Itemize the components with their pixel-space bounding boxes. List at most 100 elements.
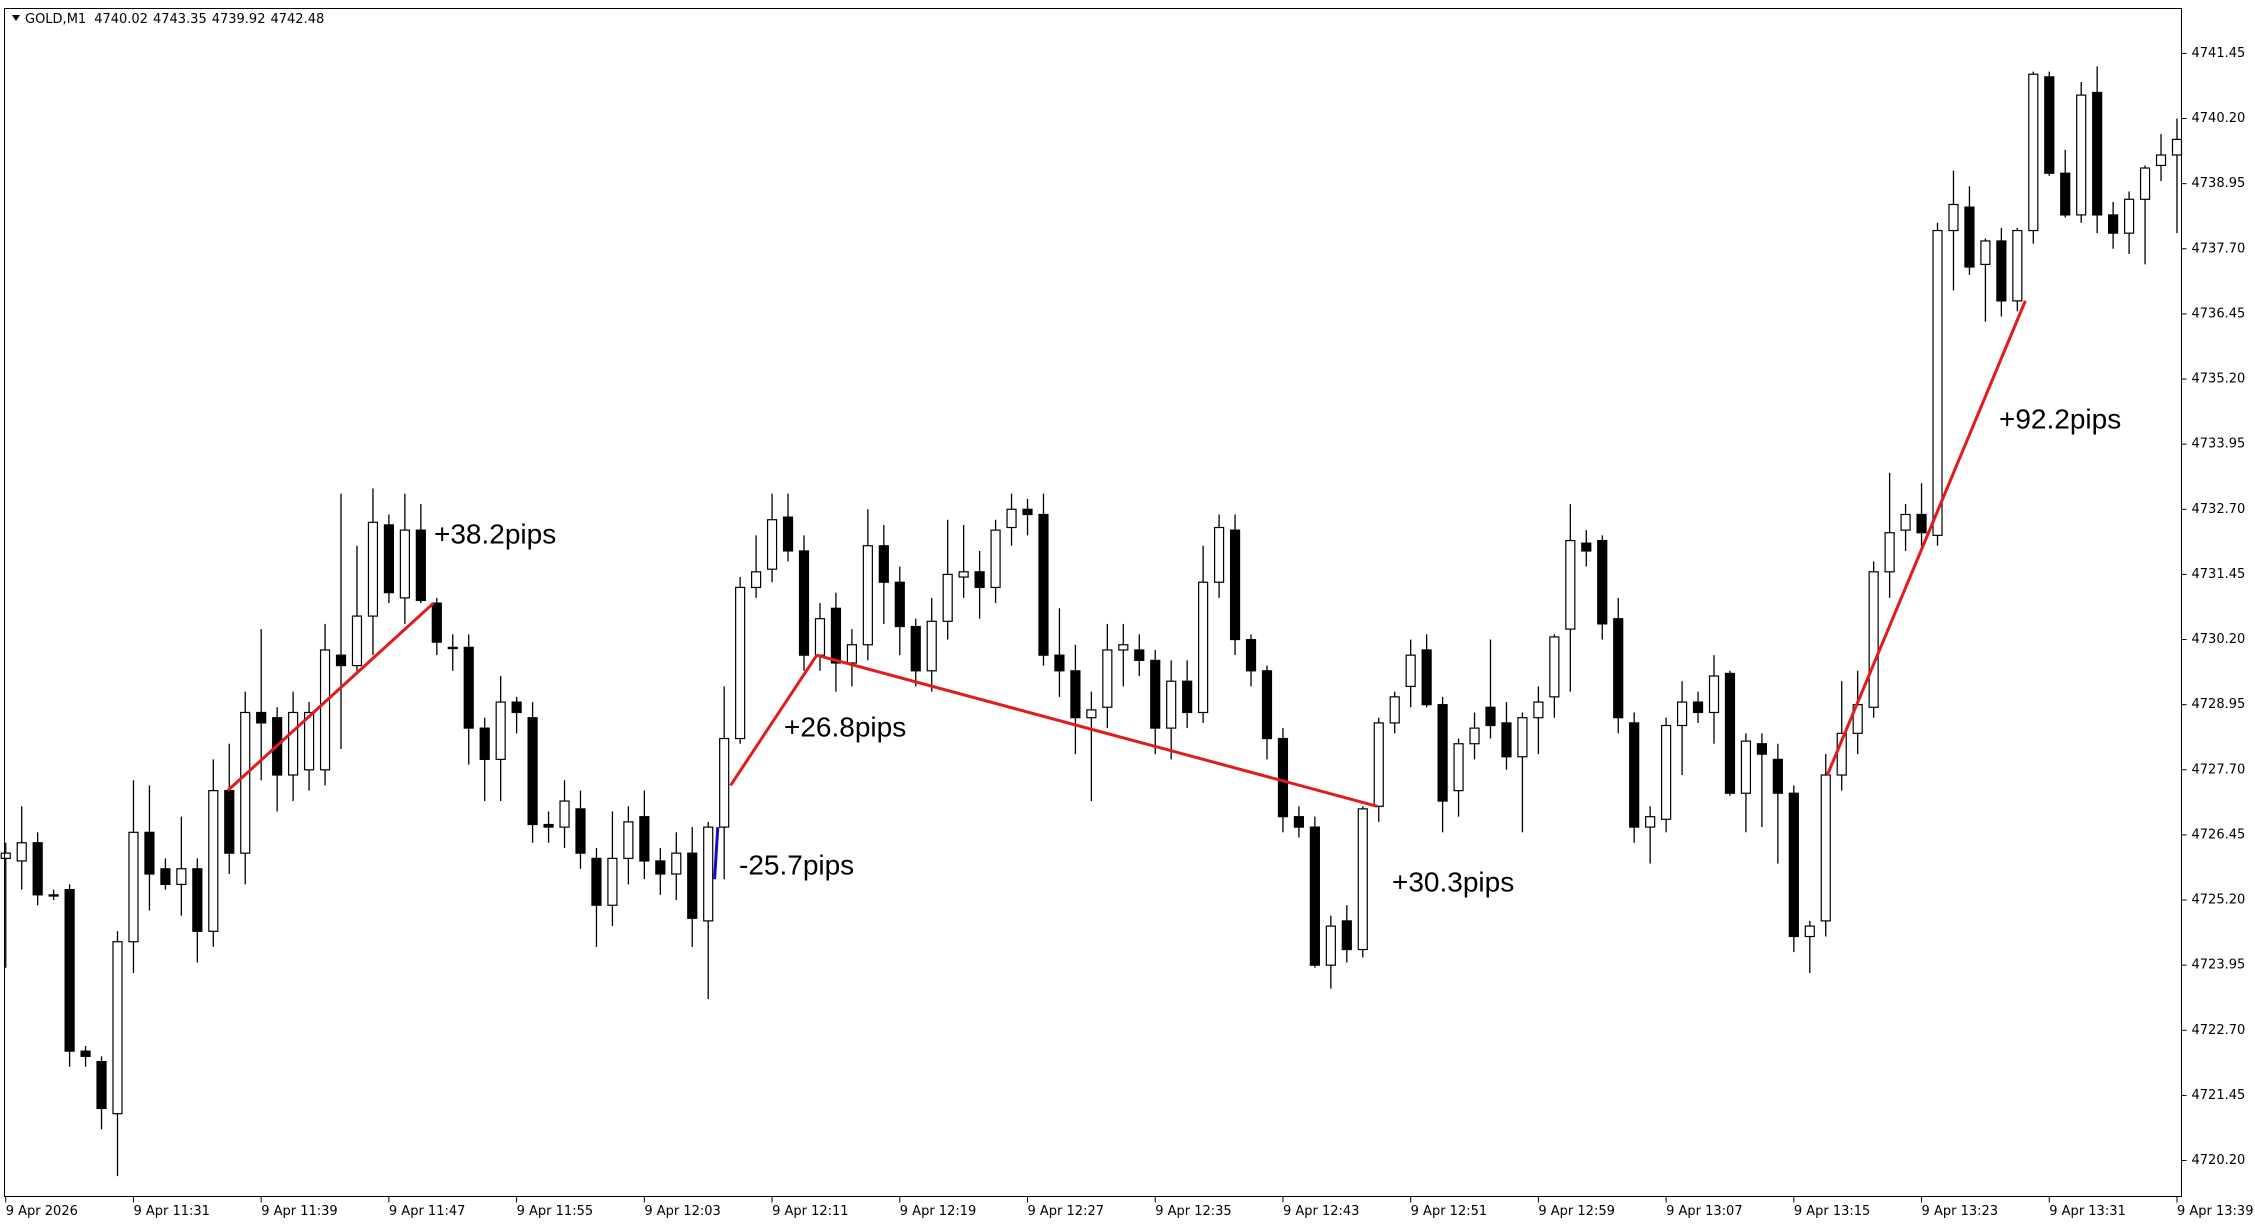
candle-body [942,573,953,622]
candle-body [1086,709,1097,719]
candle-body [1756,743,1768,755]
candle-body [447,646,458,650]
x-tick-label: 9 Apr 11:31 [133,1204,210,1219]
candle-body [846,644,857,664]
candle-body [479,727,490,760]
candle-body [399,529,410,599]
candle-body [1708,675,1720,714]
candle-body [735,586,746,740]
candle-body [1357,808,1368,951]
candle-body [32,842,43,896]
candle-body [782,516,794,552]
x-tick-label: 9 Apr 2026 [6,1204,78,1219]
candle-body [1948,203,1959,232]
candle-body [240,711,251,854]
candle-body [1549,636,1560,698]
trend-line [713,827,720,880]
candle-body [367,521,379,617]
candle-body [1229,529,1241,641]
trend-line [729,654,819,787]
candle-body [671,852,682,875]
candle-body [96,1060,107,1110]
x-tick-label: 9 Apr 12:59 [1538,1204,1615,1219]
trend-line [816,653,1378,808]
y-tick-label: 4736.45 [2192,306,2246,321]
candle-body [2044,76,2055,174]
candle-body [288,711,299,776]
candle-body [2139,167,2151,200]
candle-body [1501,722,1512,758]
candle-body [1645,816,1656,828]
candle-body [383,524,395,594]
candle-body [1245,638,1257,672]
candle-body [1182,680,1193,714]
candle-body [192,868,203,932]
candle-body [543,823,554,828]
candle-body [990,529,1001,589]
candle-body [2012,229,2023,302]
candle-body [1213,526,1225,583]
candle-body [1980,240,1991,266]
x-tick-label: 9 Apr 13:31 [2049,1204,2126,1219]
candle-body [128,831,139,943]
candle-body [1772,758,1783,794]
symbol: GOLD,M1 [25,12,86,27]
candle-body [1565,539,1576,630]
candle-body [639,816,650,862]
y-tick-label: 4735.20 [2192,372,2246,387]
candle-body [1421,649,1432,706]
trend-label: +30.3pips [1392,866,1514,897]
candle-body [575,808,586,854]
candle-body [862,545,873,646]
candle-body [1341,920,1352,951]
quote-close: 4742.48 [270,12,324,27]
candle-body [256,711,267,724]
menu-triangle[interactable] [12,15,20,21]
plot-area: +38.2pips -25.7pips +26.8pips +30.3pips +92.… [0,66,2183,1177]
candle-body [1661,724,1672,820]
y-tick-label: 4733.95 [2192,437,2246,452]
x-tick-label: 9 Apr 13:07 [1666,1204,1743,1219]
candle-body [511,701,522,714]
y-tick-label: 4723.95 [2192,958,2246,973]
candle-body [1581,542,1592,552]
trend-label: +92.2pips [1999,403,2121,434]
x-tick-label: 9 Apr 11:47 [389,1204,466,1219]
trend-line [1825,300,2027,776]
candle-body [894,581,905,628]
candle-body [431,602,442,643]
candle-body [527,717,538,826]
candle-body [1740,740,1752,794]
candle-body [2092,91,2103,216]
candle-body [1629,722,1640,828]
candle-body [176,868,187,886]
candle-body [335,654,347,667]
candle-body [1070,670,1081,719]
candle-body [2028,73,2039,232]
trend-label: +26.8pips [784,711,906,742]
x-tick-label: 9 Apr 12:19 [900,1204,977,1219]
candle-body [798,550,810,656]
candle-body [2076,94,2087,216]
candle-body [1261,670,1273,740]
candle-body [974,571,985,589]
y-tick-label: 4737.70 [2192,241,2246,256]
candle-body [1198,581,1209,714]
candle-body [64,889,75,1052]
trend-label: +38.2pips [434,518,556,549]
candle-body [303,711,315,771]
quote-high: 4743.35 [153,12,207,27]
candle-body [878,545,889,583]
candle-body [655,860,666,875]
y-tick-label: 4731.45 [2192,567,2246,582]
candle-body [319,649,331,771]
candle-body [623,821,634,859]
candle-body [2171,138,2183,156]
candle-body [766,519,778,570]
candle-body [1676,701,1688,727]
trend-line [226,601,435,792]
candle-body [607,857,618,906]
candle-body [1118,644,1129,651]
